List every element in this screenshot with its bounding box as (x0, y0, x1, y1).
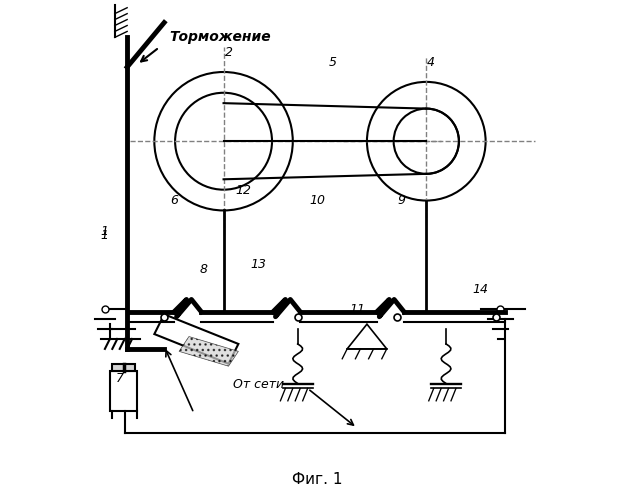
Bar (112, 364, 135, 371)
Text: 7: 7 (116, 372, 124, 385)
Text: 1: 1 (101, 225, 109, 238)
Text: 4: 4 (427, 56, 435, 68)
Text: От сети: От сети (232, 378, 284, 392)
Text: 14: 14 (472, 283, 489, 296)
Bar (110, 371, 137, 410)
Text: 9: 9 (398, 194, 406, 207)
Text: 8: 8 (200, 264, 208, 276)
Text: Торможение: Торможение (169, 30, 271, 44)
Text: 5: 5 (328, 56, 337, 68)
Text: 6: 6 (170, 194, 178, 207)
Text: 11: 11 (349, 303, 365, 316)
Text: 1: 1 (101, 228, 109, 241)
Text: 13: 13 (250, 258, 266, 272)
Text: Фиг. 1: Фиг. 1 (292, 472, 343, 488)
Text: 2: 2 (225, 46, 232, 59)
Text: 12: 12 (236, 184, 251, 197)
Text: 10: 10 (309, 194, 326, 207)
Polygon shape (179, 336, 238, 366)
